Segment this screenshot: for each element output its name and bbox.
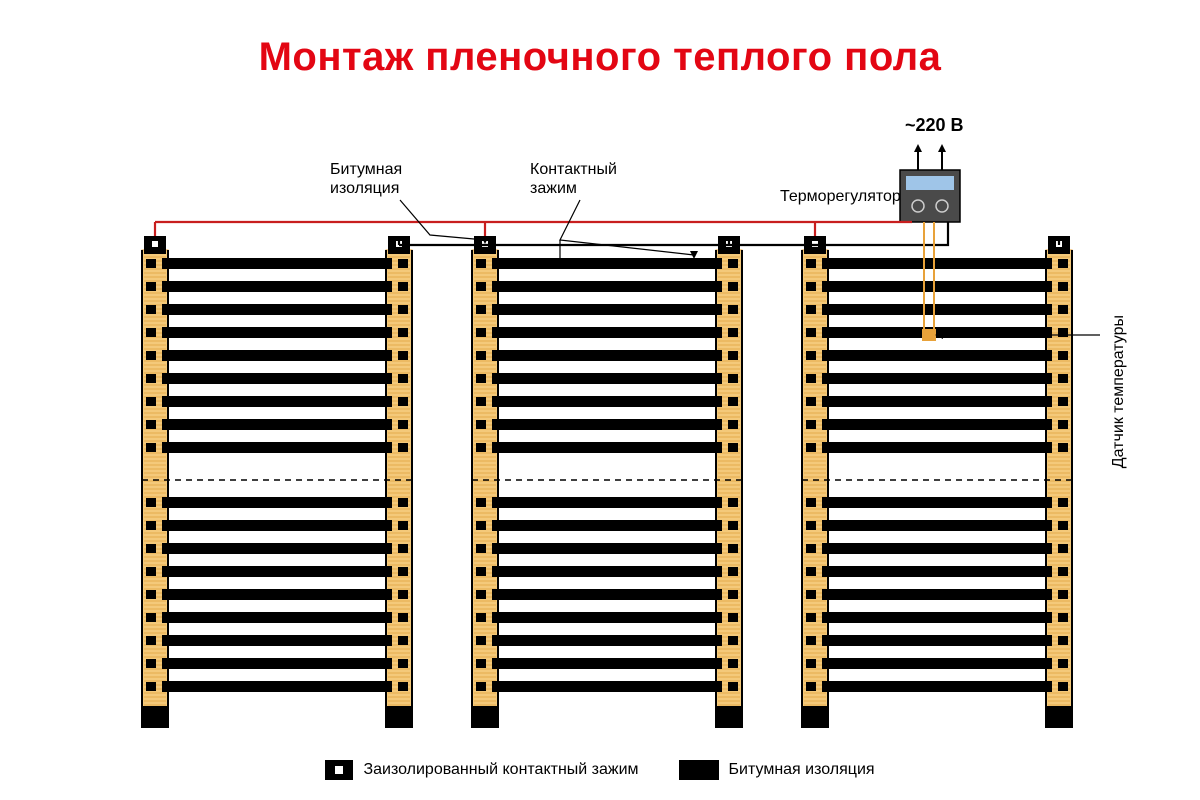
thermoreg-label: Терморегулятор bbox=[780, 187, 901, 206]
diagram-canvas bbox=[0, 0, 1200, 800]
contact-clamp-label: Контактный зажим bbox=[530, 160, 617, 198]
legend-bitumen: Битумная изоляция bbox=[679, 760, 875, 780]
legend-text-2: Битумная изоляция bbox=[729, 761, 875, 779]
voltage-label: ~220 В bbox=[905, 115, 964, 136]
legend-swatch-black bbox=[679, 760, 719, 780]
legend-swatch-dot bbox=[325, 760, 353, 780]
legend-insulated-clamp: Заизолированный контактный зажим bbox=[325, 760, 638, 780]
bitumen-insulation-label: Битумная изоляция bbox=[330, 160, 402, 198]
legend-text-1: Заизолированный контактный зажим bbox=[363, 761, 638, 779]
legend: Заизолированный контактный зажим Битумна… bbox=[0, 760, 1200, 780]
temp-sensor-label: Датчик температуры bbox=[1110, 315, 1128, 468]
